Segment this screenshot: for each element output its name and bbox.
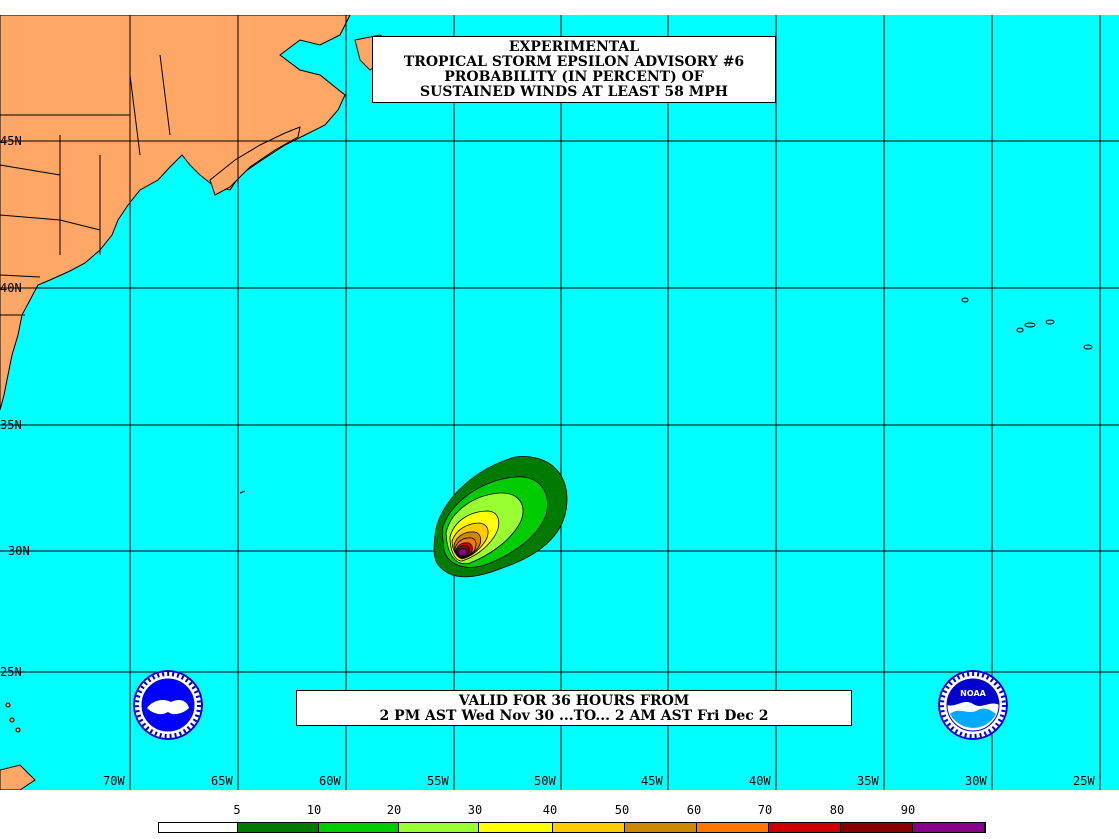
legend-label-10: 10 bbox=[306, 803, 322, 817]
legend-swatch bbox=[237, 823, 319, 832]
nws-logo bbox=[133, 670, 203, 740]
lon-label-70w: 70W bbox=[103, 774, 125, 788]
legend-swatch bbox=[768, 823, 841, 832]
legend-swatch bbox=[624, 823, 697, 832]
probability-map bbox=[0, 15, 1119, 790]
azores bbox=[961, 297, 1093, 350]
legend-label-30: 30 bbox=[467, 803, 483, 817]
map-title: EXPERIMENTAL TROPICAL STORM EPSILON ADVI… bbox=[372, 36, 776, 103]
legend-label-70: 70 bbox=[757, 803, 773, 817]
legend-swatch bbox=[912, 823, 985, 832]
lat-label-45n: 45N bbox=[0, 134, 22, 148]
valid-line-1: VALID FOR 36 HOURS FROM bbox=[458, 693, 690, 709]
legend-swatch bbox=[478, 823, 553, 832]
legend-label-80: 80 bbox=[829, 803, 845, 817]
valid-line-2: 2 PM AST Wed Nov 30 ...TO... 2 AM AST Fr… bbox=[379, 708, 769, 724]
lon-label-55w: 55W bbox=[427, 774, 449, 788]
lat-label-25n: 25N bbox=[0, 665, 22, 679]
land-north-america bbox=[0, 15, 351, 411]
legend-swatch bbox=[696, 823, 769, 832]
lat-label-30n: 30N bbox=[8, 544, 30, 558]
title-line-1: EXPERIMENTAL bbox=[508, 39, 640, 55]
lon-label-50w: 50W bbox=[534, 774, 556, 788]
title-line-3: PROBABILITY (IN PERCENT) OF bbox=[444, 69, 704, 85]
legend-swatch bbox=[318, 823, 399, 832]
lon-label-65w: 65W bbox=[211, 774, 233, 788]
legend-swatch bbox=[552, 823, 625, 832]
legend-swatch bbox=[398, 823, 479, 832]
bermuda bbox=[239, 490, 246, 494]
contour-90 bbox=[457, 548, 468, 557]
lon-label-25w: 25W bbox=[1073, 774, 1095, 788]
legend: 5 10 20 30 40 50 60 70 80 90 bbox=[0, 790, 1119, 839]
valid-period-box: VALID FOR 36 HOURS FROM 2 PM AST Wed Nov… bbox=[296, 690, 852, 726]
legend-label-50: 50 bbox=[614, 803, 630, 817]
probability-contours bbox=[433, 456, 568, 578]
lon-label-45w: 45W bbox=[641, 774, 663, 788]
land-islands bbox=[0, 702, 36, 790]
legend-label-60: 60 bbox=[686, 803, 702, 817]
legend-color-bar bbox=[158, 822, 986, 833]
lat-label-40n: 40N bbox=[0, 281, 22, 295]
land-nova-scotia bbox=[209, 126, 301, 196]
lat-label-35n: 35N bbox=[0, 418, 22, 432]
lon-label-30w: 30W bbox=[965, 774, 987, 788]
lat-lon-grid bbox=[0, 15, 1119, 790]
lon-label-35w: 35W bbox=[857, 774, 879, 788]
legend-label-40: 40 bbox=[542, 803, 558, 817]
lon-label-40w: 40W bbox=[749, 774, 771, 788]
noaa-logo: NOAA bbox=[938, 670, 1008, 740]
legend-swatch bbox=[840, 823, 913, 832]
title-line-4: SUSTAINED WINDS AT LEAST 58 MPH bbox=[420, 84, 728, 100]
state-borders bbox=[0, 54, 171, 316]
noaa-logo-text: NOAA bbox=[960, 689, 986, 698]
title-line-2: TROPICAL STORM EPSILON ADVISORY #6 bbox=[403, 54, 745, 70]
legend-label-90: 90 bbox=[900, 803, 916, 817]
legend-label-5: 5 bbox=[233, 803, 241, 817]
lon-label-60w: 60W bbox=[319, 774, 341, 788]
legend-swatch bbox=[159, 823, 238, 832]
legend-label-20: 20 bbox=[386, 803, 402, 817]
